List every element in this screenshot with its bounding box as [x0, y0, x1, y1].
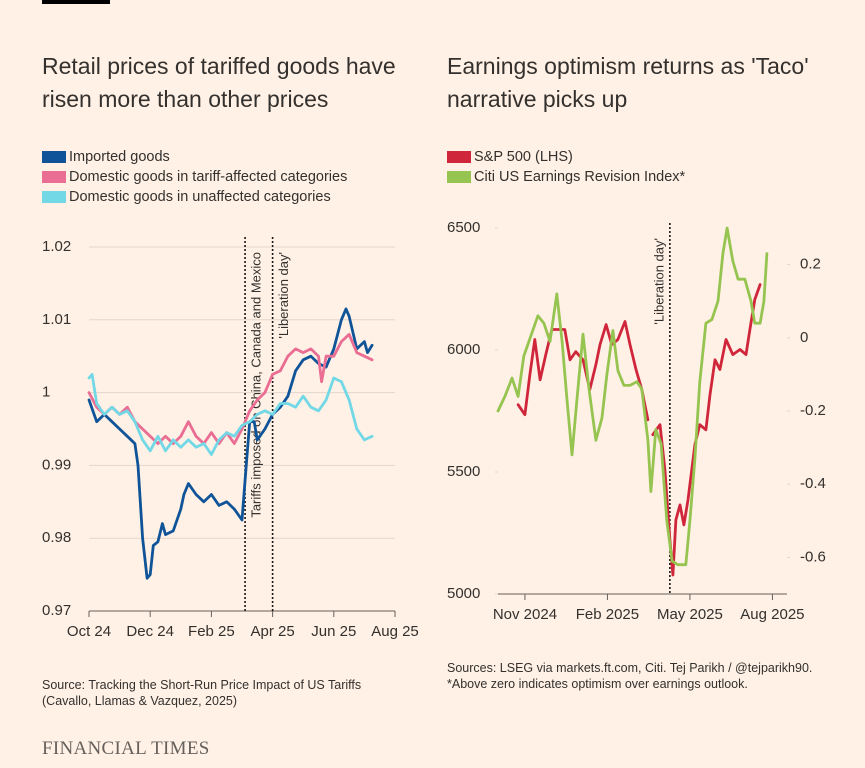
x-tick-label: Aug 25	[371, 623, 419, 640]
brand: FINANCIAL TIMES	[42, 738, 210, 759]
event-label: 'Liberation day'	[651, 238, 666, 325]
y2-tick-label: 0.2	[800, 256, 821, 273]
y-tick-label: 0.98	[42, 529, 71, 546]
series-line	[87, 373, 374, 456]
legend: S&P 500 (LHS) Citi US Earnings Revision I…	[447, 147, 685, 187]
x-tick-label: Oct 24	[67, 623, 111, 640]
x-tick-label: May 2025	[657, 606, 723, 623]
series-line	[496, 226, 769, 567]
x-tick-label: Feb 25	[188, 623, 235, 640]
charts: 0.97 0.98 0.99 1 1.01 1.02 Oct 24 Dec 24 Feb 25 A…	[42, 219, 826, 640]
chart-title: Earnings optimism returns as 'Taco' narr…	[447, 53, 809, 112]
legend-swatch	[447, 171, 471, 183]
legend-item: Imported goods	[42, 147, 347, 167]
series-line	[87, 333, 374, 445]
legend-swatch	[42, 171, 66, 183]
legend-swatch	[42, 191, 66, 203]
y-tick-label: 5500	[447, 463, 480, 480]
legend-item: Domestic goods in unaffected categories	[42, 187, 347, 207]
legend-swatch	[42, 151, 66, 163]
legend-item: Domestic goods in tariff-affected catego…	[42, 167, 347, 187]
legend-item: S&P 500 (LHS)	[447, 147, 685, 167]
y-tick-label: 1	[42, 384, 50, 401]
event-label: Tariffs imposed on China, Canada and Mex…	[248, 252, 263, 518]
y-tick-label: 6000	[447, 341, 480, 358]
x-tick-label: Apr 25	[250, 623, 294, 640]
y-tick-label: 6500	[447, 219, 480, 236]
legend-item: Citi US Earnings Revision Index*	[447, 167, 685, 187]
legend-label: Imported goods	[69, 149, 170, 165]
series-line	[87, 307, 374, 580]
x-tick-label: Dec 24	[126, 623, 174, 640]
legend-label: Domestic goods in tariff-affected catego…	[69, 169, 348, 185]
legend-label: Domestic goods in unaffected categories	[69, 189, 331, 205]
y-tick-label: 0.99	[42, 456, 71, 473]
legend-label: Citi US Earnings Revision Index*	[474, 169, 686, 185]
x-tick-label: Nov 2024	[493, 606, 557, 623]
x-tick-label: Feb 2025	[576, 606, 639, 623]
legend: Imported goods Domestic goods in tariff-a…	[42, 147, 347, 207]
y2-tick-label: -0.6	[800, 548, 826, 565]
source-note: Source: Tracking the Short-Run Price Imp…	[42, 678, 362, 708]
y2-tick-label: 0	[800, 329, 808, 346]
chart-title: Retail prices of tariffed goods have ris…	[42, 53, 396, 112]
series-line	[516, 283, 762, 577]
legend-swatch	[447, 151, 471, 163]
y-tick-label: 0.97	[42, 602, 71, 619]
y2-tick-label: -0.2	[800, 402, 826, 419]
legend-label: S&P 500 (LHS)	[474, 149, 573, 165]
y-tick-label: 1.02	[42, 238, 71, 255]
x-tick-label: Jun 25	[311, 623, 356, 640]
y-tick-label: 5000	[447, 585, 480, 602]
source-note: Sources: LSEG via markets.ft.com, Citi. …	[447, 661, 813, 691]
event-label: 'Liberation day'	[276, 252, 291, 339]
x-tick-label: Aug 2025	[740, 606, 804, 623]
y-tick-label: 1.01	[42, 311, 71, 328]
top-bar	[42, 0, 110, 4]
y2-tick-label: -0.4	[800, 475, 826, 492]
